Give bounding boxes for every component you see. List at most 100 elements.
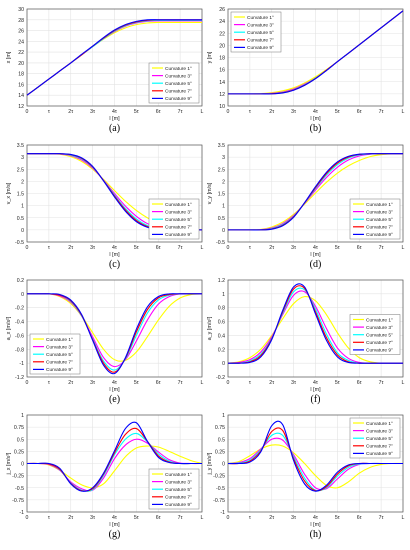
panel-caption: (f) [310, 394, 321, 405]
legend: Curvature 1°Curvature 3°Curvature 5°Curv… [349, 314, 401, 355]
legend-entry: Curvature 7° [165, 89, 192, 95]
x-tick-label: 3τ [291, 515, 296, 521]
chart-panel-e: -1.2 -1 -0.8 -0.6 -0.4 -0.2 0 0.2 0 τ 2τ 3τ 4τ 5τ 6τ 7τ… [6, 278, 204, 393]
y-tick-label: -1 [19, 510, 24, 516]
y-tick-label: 1 [21, 413, 24, 419]
x-tick-label: 0 [26, 515, 29, 521]
legend-entry: Curvature 1° [366, 421, 393, 427]
x-tick-label: 6τ [156, 515, 161, 521]
legend-entry: Curvature 9° [366, 232, 393, 238]
y-tick-label: 16 [219, 68, 225, 74]
y-tick-label: 1.2 [218, 278, 225, 284]
x-tick-label: 6τ [357, 245, 362, 251]
legend-entry: Curvature 9° [165, 232, 192, 238]
x-tick-label: 7τ [178, 245, 183, 251]
x-tick-label: 0 [26, 245, 29, 251]
x-axis-label: l [m] [310, 387, 321, 393]
x-tick-label: 5τ [134, 245, 139, 251]
y-tick-label: 12 [219, 92, 225, 98]
y-axis-label: x [m] [6, 51, 12, 63]
y-tick-label: 22 [219, 31, 225, 37]
y-tick-label: 20 [18, 61, 24, 67]
legend-entry: Curvature 1° [165, 472, 192, 478]
x-tick-label: 4τ [313, 380, 318, 386]
x-tick-label: 0 [227, 380, 230, 386]
y-tick-label: 2.5 [17, 167, 24, 173]
axes-box [227, 279, 404, 378]
y-tick-label: -0.25 [213, 474, 225, 480]
legend-entry: Curvature 9° [366, 451, 393, 457]
axes-box [26, 8, 203, 107]
panel-caption: (e) [108, 394, 121, 405]
x-tick-label: L [201, 245, 204, 251]
chart-panel-g: -1 -0.75 -0.5 -0.25 0 0.25 0.5 0.75 1 0 τ 2τ 3τ 4τ 5τ 6… [6, 413, 204, 528]
x-tick-label: L [201, 109, 204, 115]
panel-caption: (d) [309, 259, 322, 270]
x-tick-label: 4τ [112, 109, 117, 115]
x-tick-label: 3τ [291, 109, 296, 115]
x-tick-label: 6τ [156, 245, 161, 251]
y-tick-label: 1 [222, 292, 225, 298]
series-line-9deg [26, 19, 202, 96]
y-tick-label: 3 [21, 155, 24, 161]
x-tick-label: τ [249, 515, 251, 521]
y-tick-label: 3 [222, 155, 225, 161]
series-line-9deg [227, 283, 403, 364]
y-tick-label: -0.6 [15, 333, 24, 339]
y-axis-label: v_x [m/s] [6, 182, 12, 204]
y-tick-label: 20 [219, 43, 225, 49]
y-tick-label: 1.5 [17, 192, 24, 198]
y-tick-label: -1 [19, 361, 24, 367]
legend-entry: Curvature 5° [46, 352, 73, 358]
panel-caption: (g) [108, 529, 121, 540]
y-tick-label: -1.2 [15, 375, 24, 381]
x-axis-label: l [m] [310, 252, 321, 258]
legend: Curvature 1°Curvature 3°Curvature 5°Curv… [148, 62, 200, 104]
legend-entry: Curvature 7° [366, 340, 393, 346]
x-tick-label: L [201, 515, 204, 521]
y-tick-label: -0.5 [216, 240, 225, 246]
x-tick-label: 6τ [357, 109, 362, 115]
y-tick-label: 0 [222, 462, 225, 468]
y-tick-label: 14 [219, 80, 225, 86]
x-tick-label: 2τ [269, 380, 274, 386]
series-line-9deg [27, 421, 202, 492]
series-line-9deg [26, 293, 202, 375]
legend-entry: Curvature 5° [165, 217, 192, 223]
series-line-9deg [228, 10, 404, 95]
y-tick-label: -0.75 [12, 498, 24, 504]
x-tick-label: τ [48, 515, 50, 521]
x-tick-label: 4τ [112, 380, 117, 386]
x-tick-label: τ [249, 245, 251, 251]
legend-entry: Curvature 7° [247, 38, 274, 44]
y-tick-label: -0.5 [216, 486, 225, 492]
y-tick-label: 28 [18, 18, 24, 24]
x-tick-label: τ [48, 109, 50, 115]
legend-entry: Curvature 7° [46, 360, 73, 366]
x-tick-label: 3τ [291, 380, 296, 386]
legend-entry: Curvature 3° [366, 325, 393, 331]
x-tick-label: 6τ [156, 109, 161, 115]
x-tick-label: 0 [227, 245, 230, 251]
legend-entry: Curvature 7° [366, 225, 393, 231]
y-tick-label: -0.2 [15, 306, 24, 312]
legend-entry: Curvature 3° [46, 344, 73, 350]
y-tick-label: -0.75 [213, 498, 225, 504]
y-tick-label: 18 [18, 72, 24, 78]
y-tick-label: 24 [18, 39, 24, 45]
panel-caption: (b) [309, 123, 322, 134]
legend-entry: Curvature 1° [247, 15, 274, 21]
series-line-1deg [227, 444, 404, 489]
legend-entry: Curvature 5° [165, 487, 192, 493]
x-tick-label: 3τ [90, 380, 95, 386]
chart-panel-h: -1 -0.75 -0.5 -0.25 0 0.25 0.5 0.75 1 0 τ 2τ 3τ 4τ 5τ 6… [207, 413, 405, 528]
axes-box [26, 144, 203, 243]
x-tick-label: 7τ [178, 109, 183, 115]
x-tick-label: 5τ [335, 515, 340, 521]
x-axis-label: l [m] [109, 116, 120, 122]
panel-caption: (a) [108, 123, 121, 134]
panel-caption: (c) [108, 259, 121, 270]
y-tick-label: 0.5 [218, 437, 225, 443]
chart-panel-c: -0.500.511.522.533.50 τ 2τ 3τ 4τ 5τ 6τ 7τ Ll [m]… [6, 143, 204, 258]
